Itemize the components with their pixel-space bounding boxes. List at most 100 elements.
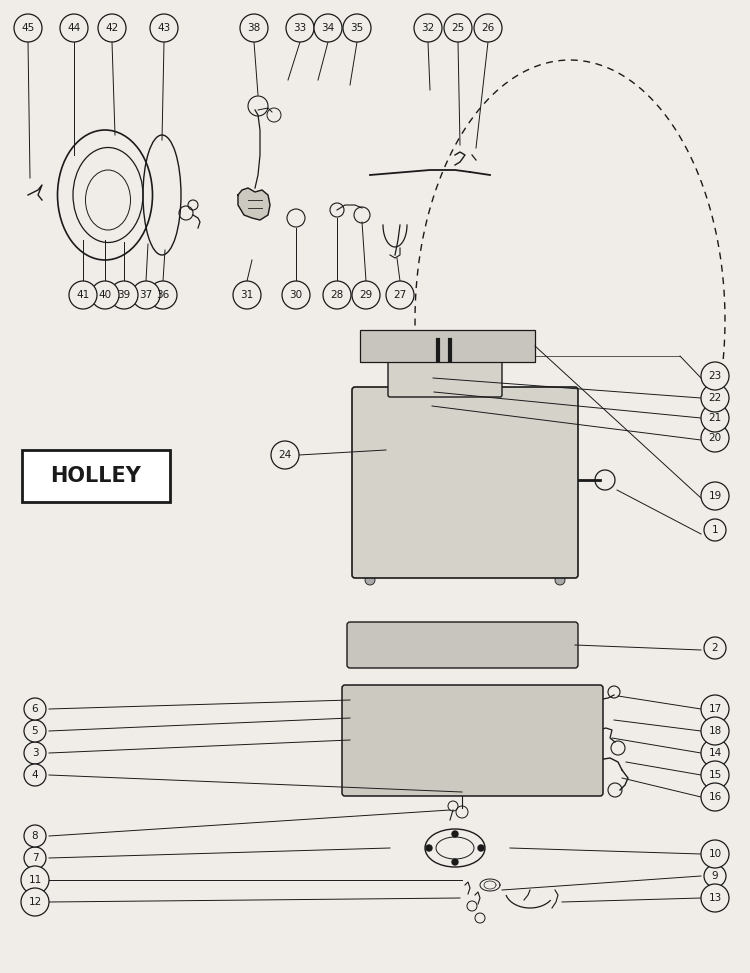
Text: 23: 23 bbox=[708, 371, 722, 381]
Circle shape bbox=[426, 845, 432, 851]
Text: 1: 1 bbox=[712, 525, 718, 535]
Text: 6: 6 bbox=[32, 704, 38, 714]
Circle shape bbox=[21, 888, 49, 916]
FancyBboxPatch shape bbox=[347, 622, 578, 668]
Circle shape bbox=[555, 575, 565, 585]
Text: 37: 37 bbox=[140, 290, 153, 300]
Text: 14: 14 bbox=[708, 748, 722, 758]
Text: 13: 13 bbox=[708, 893, 722, 903]
Circle shape bbox=[478, 845, 484, 851]
FancyBboxPatch shape bbox=[360, 330, 535, 362]
Circle shape bbox=[701, 840, 729, 868]
Circle shape bbox=[110, 281, 138, 309]
Text: 15: 15 bbox=[708, 770, 722, 780]
Circle shape bbox=[701, 739, 729, 767]
Circle shape bbox=[282, 281, 310, 309]
Text: 17: 17 bbox=[708, 704, 722, 714]
Ellipse shape bbox=[419, 633, 451, 657]
Circle shape bbox=[701, 482, 729, 510]
Circle shape bbox=[365, 395, 375, 405]
Text: 32: 32 bbox=[422, 23, 435, 33]
Text: 30: 30 bbox=[290, 290, 302, 300]
Circle shape bbox=[414, 14, 442, 42]
Circle shape bbox=[352, 281, 380, 309]
Ellipse shape bbox=[496, 709, 544, 761]
Circle shape bbox=[365, 575, 375, 585]
Circle shape bbox=[24, 764, 46, 786]
Circle shape bbox=[271, 441, 299, 469]
Circle shape bbox=[233, 281, 261, 309]
Circle shape bbox=[701, 783, 729, 811]
Circle shape bbox=[386, 281, 414, 309]
Text: 35: 35 bbox=[350, 23, 364, 33]
Text: 45: 45 bbox=[21, 23, 34, 33]
Circle shape bbox=[323, 281, 351, 309]
Text: 26: 26 bbox=[482, 23, 495, 33]
FancyBboxPatch shape bbox=[22, 450, 170, 502]
Circle shape bbox=[701, 362, 729, 390]
FancyBboxPatch shape bbox=[352, 387, 578, 578]
FancyBboxPatch shape bbox=[342, 685, 603, 796]
Ellipse shape bbox=[376, 709, 424, 761]
Text: 33: 33 bbox=[293, 23, 307, 33]
Circle shape bbox=[701, 717, 729, 745]
Circle shape bbox=[132, 281, 160, 309]
Text: 8: 8 bbox=[32, 831, 38, 841]
Text: 11: 11 bbox=[28, 875, 42, 885]
Text: 16: 16 bbox=[708, 792, 722, 802]
Text: 38: 38 bbox=[248, 23, 261, 33]
Ellipse shape bbox=[459, 633, 491, 657]
Circle shape bbox=[14, 14, 42, 42]
Ellipse shape bbox=[379, 633, 411, 657]
Text: 42: 42 bbox=[105, 23, 118, 33]
Circle shape bbox=[701, 404, 729, 432]
Text: 4: 4 bbox=[32, 770, 38, 780]
Circle shape bbox=[21, 866, 49, 894]
Circle shape bbox=[704, 865, 726, 887]
Text: 22: 22 bbox=[708, 393, 722, 403]
Circle shape bbox=[704, 519, 726, 541]
Circle shape bbox=[424, 402, 432, 410]
Text: 9: 9 bbox=[712, 871, 718, 881]
FancyBboxPatch shape bbox=[388, 353, 502, 397]
Circle shape bbox=[701, 695, 729, 723]
Circle shape bbox=[474, 14, 502, 42]
Polygon shape bbox=[238, 188, 270, 220]
Text: 20: 20 bbox=[709, 433, 722, 443]
Text: 3: 3 bbox=[32, 748, 38, 758]
Text: 5: 5 bbox=[32, 726, 38, 736]
Text: 28: 28 bbox=[330, 290, 344, 300]
Circle shape bbox=[701, 761, 729, 789]
Circle shape bbox=[704, 637, 726, 659]
Circle shape bbox=[240, 14, 268, 42]
Circle shape bbox=[60, 14, 88, 42]
Ellipse shape bbox=[499, 633, 531, 657]
Circle shape bbox=[701, 884, 729, 912]
Circle shape bbox=[343, 14, 371, 42]
Text: 19: 19 bbox=[708, 491, 722, 501]
Circle shape bbox=[452, 859, 458, 865]
Circle shape bbox=[69, 281, 97, 309]
Text: 7: 7 bbox=[32, 853, 38, 863]
Text: 18: 18 bbox=[708, 726, 722, 736]
Text: 27: 27 bbox=[393, 290, 406, 300]
Text: 36: 36 bbox=[156, 290, 170, 300]
Circle shape bbox=[149, 281, 177, 309]
Text: 12: 12 bbox=[28, 897, 42, 907]
Text: 41: 41 bbox=[76, 290, 90, 300]
Text: 43: 43 bbox=[158, 23, 170, 33]
Circle shape bbox=[24, 742, 46, 764]
Circle shape bbox=[701, 424, 729, 452]
Text: 34: 34 bbox=[321, 23, 334, 33]
Text: 10: 10 bbox=[709, 849, 722, 859]
Text: 2: 2 bbox=[712, 643, 718, 653]
Text: 29: 29 bbox=[359, 290, 373, 300]
Circle shape bbox=[24, 698, 46, 720]
Circle shape bbox=[91, 281, 119, 309]
Circle shape bbox=[24, 720, 46, 742]
Circle shape bbox=[444, 14, 472, 42]
Circle shape bbox=[150, 14, 178, 42]
Ellipse shape bbox=[488, 700, 553, 770]
Text: 40: 40 bbox=[98, 290, 112, 300]
Circle shape bbox=[98, 14, 126, 42]
